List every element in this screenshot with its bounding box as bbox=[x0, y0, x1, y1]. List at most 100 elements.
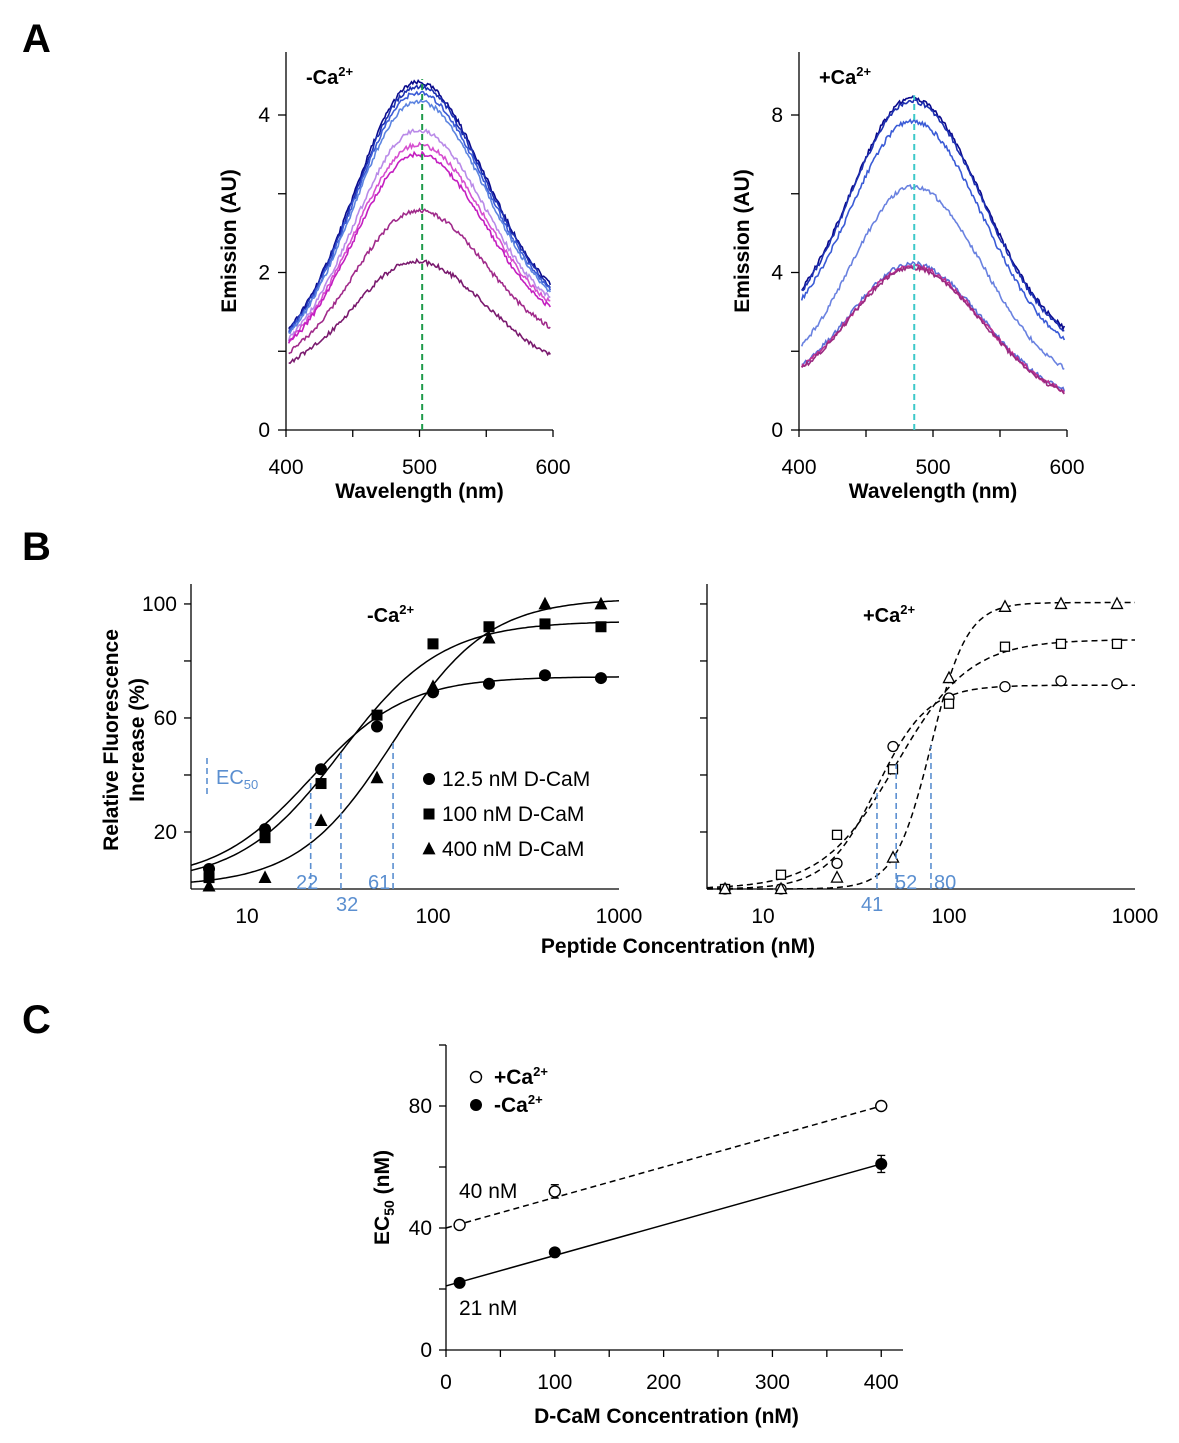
x-tick-label: 200 bbox=[646, 1371, 681, 1394]
spectrum-line bbox=[800, 183, 1065, 370]
data-point bbox=[539, 618, 551, 630]
x-tick-label: 0 bbox=[440, 1371, 452, 1394]
y-tick-label: 0 bbox=[420, 1339, 432, 1362]
x-axis-title: D-CaM Concentration (nM) bbox=[534, 1405, 799, 1428]
y-axis-title-line1: Relative Fluorescence bbox=[100, 629, 123, 851]
plot-title: +Ca2+ bbox=[819, 64, 871, 89]
y-tick-label: 4 bbox=[771, 262, 783, 285]
data-point bbox=[203, 872, 215, 884]
y-axis-title-line2: Increase (%) bbox=[126, 678, 149, 802]
data-point bbox=[1111, 638, 1123, 650]
panel-label-a: A bbox=[22, 17, 51, 61]
x-tick-label: 100 bbox=[415, 905, 450, 928]
plot-title: +Ca2+ bbox=[863, 602, 915, 627]
data-point bbox=[718, 881, 732, 895]
x-axis-title: Wavelength (nm) bbox=[849, 480, 1017, 503]
y-axis-title-unit: (nM) bbox=[371, 1150, 394, 1200]
plot-title-main: -Ca bbox=[306, 67, 339, 89]
chart-a-right: 400 500 600 0 4 8 Wavelength (nm) Emission (AU)… bbox=[731, 52, 1085, 503]
plot-title-main: +Ca bbox=[863, 605, 901, 627]
data-point bbox=[202, 878, 216, 892]
y-tick-label: 0 bbox=[771, 419, 783, 442]
data-point bbox=[538, 669, 551, 682]
legend-label-sup: 2+ bbox=[533, 1064, 548, 1079]
data-point bbox=[548, 1246, 561, 1259]
data-point bbox=[942, 670, 956, 684]
data-point bbox=[548, 1185, 562, 1198]
data-point bbox=[775, 869, 787, 880]
data-point bbox=[453, 1218, 466, 1232]
y-axis-title-sub: 50 bbox=[381, 1200, 397, 1216]
ec50-key-main: EC bbox=[216, 767, 244, 789]
x-axis-title: Peptide Concentration (nM) bbox=[541, 935, 815, 958]
x-tick-label: 1000 bbox=[596, 905, 643, 928]
fit-line bbox=[445, 1105, 882, 1229]
panel-label-b: B bbox=[22, 525, 51, 569]
legend-marker bbox=[422, 841, 436, 855]
spectrum-line bbox=[288, 257, 551, 365]
legend-label: 100 nM D-CaM bbox=[442, 803, 584, 826]
x-tick-label: 100 bbox=[537, 1371, 572, 1394]
legend-label-main: +Ca bbox=[494, 1066, 533, 1089]
x-tick-label: 1000 bbox=[1112, 905, 1159, 928]
data-point bbox=[314, 813, 328, 826]
data-point bbox=[1054, 596, 1068, 610]
chart-b-right: 10 100 1000 +Ca2+ 41 52 80 Peptide Concentratio… bbox=[541, 584, 1158, 958]
x-tick-label: 10 bbox=[235, 905, 258, 928]
data-point bbox=[1055, 638, 1067, 650]
ec50-key-label: EC50 bbox=[216, 767, 258, 792]
spectrum-line bbox=[288, 98, 551, 335]
annotation-label: 40 nM bbox=[459, 1180, 517, 1203]
data-point bbox=[1055, 675, 1067, 687]
fit-curve bbox=[707, 601, 1135, 890]
data-point bbox=[426, 679, 440, 693]
x-tick-label: 10 bbox=[751, 905, 774, 928]
data-point bbox=[595, 621, 607, 633]
y-tick-label: 20 bbox=[154, 821, 177, 844]
data-point bbox=[887, 764, 899, 775]
plot-title-main: -Ca bbox=[367, 605, 400, 627]
spectrum-line bbox=[287, 150, 551, 344]
data-point bbox=[483, 621, 495, 633]
y-tick-label: 60 bbox=[154, 707, 177, 730]
spectrum-line bbox=[288, 83, 551, 332]
y-tick-label: 80 bbox=[409, 1095, 432, 1118]
x-tick-label: 600 bbox=[535, 456, 570, 479]
data-point bbox=[887, 740, 899, 753]
y-tick-label: 40 bbox=[409, 1217, 432, 1240]
y-axis-title: Emission (AU) bbox=[218, 169, 241, 313]
data-point bbox=[999, 641, 1011, 652]
data-point bbox=[594, 596, 608, 610]
x-tick-label: 300 bbox=[755, 1371, 790, 1394]
y-tick-label: 0 bbox=[258, 419, 270, 442]
data-point bbox=[315, 778, 327, 790]
data-point bbox=[875, 1099, 888, 1113]
legend-label: 400 nM D-CaM bbox=[442, 838, 584, 861]
data-point bbox=[259, 832, 271, 844]
spectrum-line bbox=[288, 207, 551, 355]
plot-title-sup: 2+ bbox=[900, 602, 915, 617]
data-point bbox=[370, 770, 384, 784]
ec50-label: 52 bbox=[895, 872, 917, 894]
data-point bbox=[830, 870, 844, 883]
spectrum-line bbox=[287, 128, 551, 342]
plot-title-sup: 2+ bbox=[856, 64, 871, 79]
y-tick-label: 4 bbox=[258, 104, 270, 127]
data-point bbox=[258, 870, 272, 883]
data-point bbox=[259, 823, 272, 836]
data-point bbox=[538, 596, 552, 610]
data-point bbox=[774, 881, 788, 895]
fit-line bbox=[445, 1163, 882, 1287]
y-axis-title-main: EC bbox=[371, 1216, 394, 1245]
data-point bbox=[1110, 596, 1124, 610]
legend-label: +Ca2+ bbox=[494, 1064, 548, 1089]
data-point bbox=[482, 630, 496, 644]
chart-a-left: 400 500 600 0 2 4 Wavelength (nm) Emission (AU)… bbox=[218, 52, 571, 503]
y-axis-title: Emission (AU) bbox=[731, 169, 754, 313]
chart-c: 0 100 200 300 400 0 40 80 D-CaM Concentration (n… bbox=[371, 1044, 903, 1428]
y-tick-label: 8 bbox=[771, 104, 783, 127]
y-tick-label: 2 bbox=[258, 262, 270, 285]
legend-marker bbox=[423, 808, 435, 820]
x-tick-label: 500 bbox=[402, 456, 437, 479]
